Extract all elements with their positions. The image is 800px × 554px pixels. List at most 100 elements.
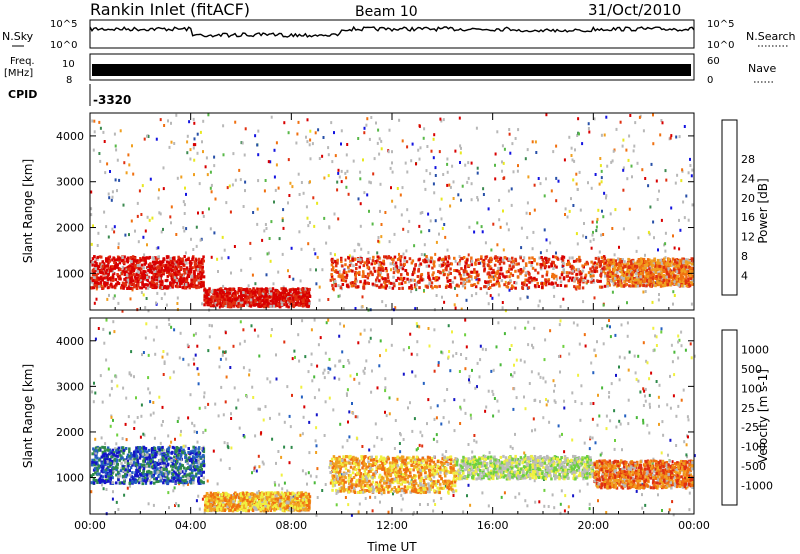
region-3-cell [653,268,656,272]
scatter-cell [526,201,529,205]
region-0-cell [193,281,196,285]
scatter-cell [621,144,624,148]
scatter-cell [379,182,382,186]
scatter-cell [117,246,120,250]
region-3-cell [681,269,684,273]
region-0-cell [149,281,153,285]
scatter-cell [234,178,237,182]
region-0-cell [185,285,188,289]
scatter-cell [313,481,316,485]
region-1-cell [300,296,303,300]
region-0-cell [142,285,146,289]
region-0-cell [155,285,158,289]
region-3-cell [622,284,626,288]
region-2-cell [382,262,386,266]
scatter-cell [213,231,216,235]
scatter-cell [545,403,548,407]
freq-tick-lo: 8 [66,75,72,86]
scatter-cell [626,321,629,325]
scatter-cell [433,191,436,195]
region-0-cell [195,278,198,282]
scatter-cell [163,292,166,296]
scatter-cell [140,213,143,216]
region-2-cell [602,261,606,265]
scatter-cell [672,394,675,398]
scatter-cell [675,444,678,447]
scatter-cell [365,123,368,127]
freq-panel-frame [89,53,695,81]
region-1-cell [297,295,301,299]
scatter-cell [360,247,363,251]
region-3-cell [606,284,609,288]
scatter-cell [648,393,651,397]
scatter-cell [145,297,148,300]
scatter-cell [438,150,441,154]
region-2-cell [368,257,372,261]
scatter-cell [111,190,114,194]
scatter-cell [476,385,478,389]
region-3-cell [664,278,667,282]
region-3-cell [688,280,691,284]
region-3-cell [654,264,658,268]
region-2-cell [386,273,390,277]
scatter-cell [389,166,392,170]
scatter-cell [357,137,360,140]
region-0-cell [140,273,144,277]
scatter-cell [366,193,369,197]
region-2-cell [355,263,358,266]
scatter-cell [289,181,292,185]
scatter-cell [147,353,150,357]
scatter-cell [452,354,455,358]
region-1-cell [299,300,303,303]
scatter-cell [207,113,210,117]
region-2-cell [460,277,463,281]
region-0-cell [116,273,119,276]
region-1-cell [299,302,302,306]
region-2-cell [409,278,412,282]
region-1-cell [219,304,223,308]
region-2-cell [342,271,346,275]
scatter-cell [446,170,449,174]
region-0-cell [167,285,170,289]
scatter-cell [275,163,278,167]
region-0-cell [186,258,189,261]
scatter-cell [598,250,601,254]
region-0-cell [166,274,169,278]
region-3-cell [615,270,619,274]
region-2-cell [555,274,558,278]
region-2-cell [543,282,546,285]
region-1-cell [253,290,256,294]
scatter-cell [680,179,683,183]
scatter-cell [471,368,473,372]
region-0-cell [143,283,146,287]
scatter-cell [170,221,172,225]
region-2-cell [349,260,352,263]
scatter-cell [268,237,271,240]
region-0-cell [164,263,167,267]
region-2-cell [567,261,570,264]
region-2-cell [603,284,607,288]
region-0-cell [140,258,143,262]
scatter-cell [308,420,311,424]
scatter-cell [633,144,636,148]
region-0-cell [185,261,188,265]
region-3-cell [618,281,621,285]
region-3-cell [632,282,636,286]
region-3-cell [628,259,631,263]
region-0-cell [188,273,192,277]
region-3-cell [644,266,647,270]
scatter-cell [533,208,536,212]
scatter-cell [449,204,452,208]
scatter-cell [420,253,423,256]
scatter-cell [570,197,572,201]
region-0-cell [112,256,115,260]
region-2-cell [470,259,474,263]
region-2-cell [398,287,401,290]
region-1-cell [291,297,294,301]
scatter-cell [288,194,291,197]
region-3-cell [665,275,668,279]
scatter-cell [658,293,660,296]
region-2-cell [378,260,382,264]
region-0-cell [186,272,190,276]
region-2-cell [572,259,576,263]
